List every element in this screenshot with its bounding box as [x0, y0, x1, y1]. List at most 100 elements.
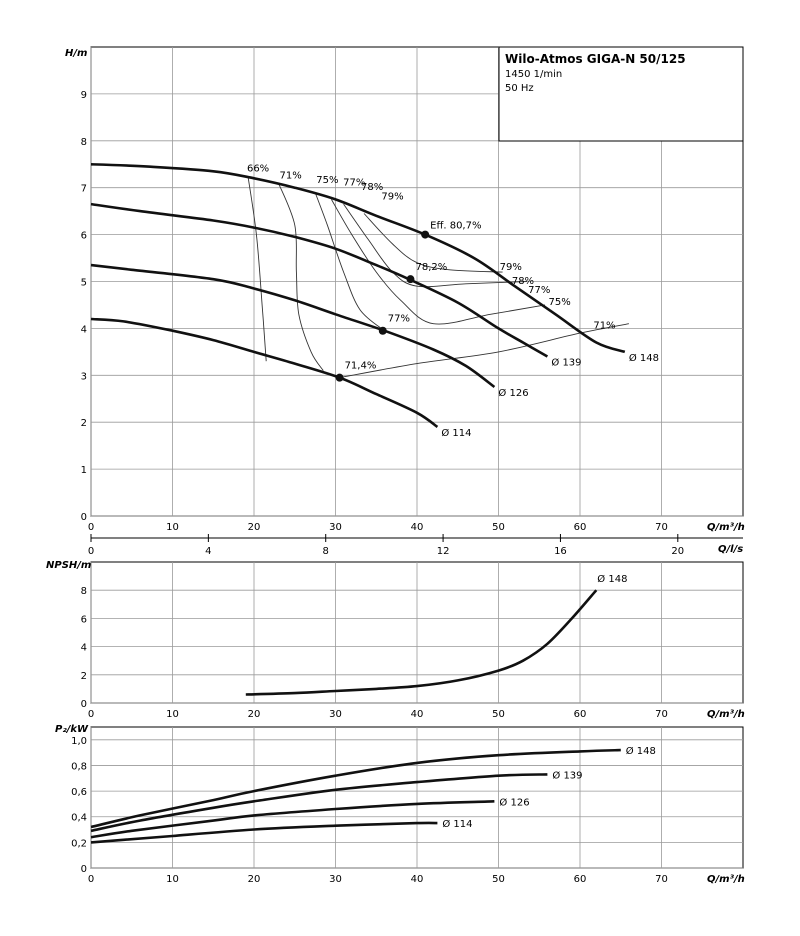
- y-tick-label: 4: [81, 643, 87, 654]
- efficiency-label: 71%: [593, 320, 615, 331]
- x-tick-label: 60: [574, 522, 587, 533]
- curve-layer: [90, 163, 626, 844]
- y-tick-label: 7: [81, 184, 87, 195]
- secondary-x-tick-label: 16: [554, 546, 567, 557]
- efficiency-label: 75%: [316, 175, 338, 186]
- x-tick-label: 20: [248, 709, 261, 720]
- x-tick-label: 30: [329, 522, 342, 533]
- chart-title: Wilo-Atmos GIGA-N 50/125: [505, 52, 686, 66]
- efficiency-isoline: [247, 178, 267, 362]
- power-curve: [90, 748, 621, 829]
- power-diameter-label: Ø 126: [499, 796, 529, 808]
- x-tick-label: 10: [166, 874, 179, 885]
- best-efficiency-point: [421, 230, 430, 239]
- efficiency-label: 79%: [381, 191, 403, 202]
- diameter-label: Ø 139: [551, 357, 581, 369]
- power-diameter-label: Ø 139: [552, 769, 582, 781]
- y-tick-label: 0: [81, 864, 87, 875]
- x-tick-label: 50: [492, 522, 505, 533]
- efficiency-label: 77%: [343, 177, 365, 188]
- x-tick-label: 70: [655, 709, 668, 720]
- power-diameter-label: Ø 148: [626, 745, 656, 757]
- grid-layer: [90, 46, 744, 869]
- x-tick-label: 0: [88, 709, 94, 720]
- head-curve: [90, 317, 439, 428]
- x-tick-label: 30: [329, 874, 342, 885]
- x-tick-label: 70: [655, 522, 668, 533]
- head-y-axis-label: H/m: [65, 48, 87, 59]
- y-tick-label: 8: [81, 137, 87, 148]
- x-tick-label: 20: [248, 522, 261, 533]
- y-tick-label: 3: [81, 371, 87, 382]
- speed-label: 1450 1/min: [505, 69, 562, 80]
- efficiency-label: 75%: [549, 297, 571, 308]
- best-efficiency-point: [378, 326, 387, 335]
- efficiency-isoline: [277, 182, 324, 371]
- y-tick-label: 2: [81, 671, 87, 682]
- x-tick-label: 40: [411, 874, 424, 885]
- efficiency-label: 66%: [247, 163, 269, 174]
- secondary-x-tick-label: 20: [671, 546, 684, 557]
- x-tick-label: 60: [574, 709, 587, 720]
- y-tick-label: 1,0: [71, 736, 87, 747]
- x-tick-label: 10: [166, 709, 179, 720]
- x-tick-label: 20: [248, 874, 261, 885]
- best-efficiency-label: 77%: [388, 314, 410, 325]
- efficiency-label: 77%: [528, 285, 550, 296]
- efficiency-isoline: [314, 192, 385, 332]
- head-curve: [90, 202, 549, 358]
- x-tick-label: 60: [574, 874, 587, 885]
- x-tick-label: 0: [88, 874, 94, 885]
- title-box: Wilo-Atmos GIGA-N 50/125 1450 1/min 50 H…: [498, 46, 744, 142]
- efficiency-isoline: [331, 199, 546, 325]
- y-tick-label: 0,6: [71, 787, 87, 798]
- y-tick-label: 2: [81, 418, 87, 429]
- secondary-x-tick-label: 0: [88, 546, 94, 557]
- power-curve: [90, 800, 495, 839]
- x-tick-label: 70: [655, 874, 668, 885]
- efficiency-isoline: [339, 323, 629, 379]
- power-curve: [90, 773, 548, 833]
- x-tick-label: 10: [166, 522, 179, 533]
- efficiency-isoline: [343, 203, 528, 288]
- x-tick-label: 30: [329, 709, 342, 720]
- secondary-x-tick-label: 4: [205, 546, 211, 557]
- secondary-x-tick-label: 8: [323, 546, 329, 557]
- y-tick-label: 0: [81, 699, 87, 710]
- npsh-y-axis-label: NPSH/m: [46, 560, 91, 571]
- y-tick-label: 0,2: [71, 838, 87, 849]
- efficiency-label: 79%: [500, 262, 522, 273]
- y-tick-label: 6: [81, 231, 87, 242]
- best-efficiency-label: 78,2%: [415, 262, 447, 273]
- power-x-axis-label: Q/m³/h: [707, 874, 745, 885]
- npsh-x-axis-label: Q/m³/h: [707, 709, 745, 720]
- diameter-label: Ø 114: [441, 427, 471, 439]
- best-efficiency-label: 71,4%: [345, 361, 377, 372]
- x-tick-label: 40: [411, 709, 424, 720]
- y-tick-label: 0: [81, 512, 87, 523]
- y-tick-label: 8: [81, 586, 87, 597]
- x-tick-label: 50: [492, 709, 505, 720]
- y-tick-label: 0,4: [71, 813, 87, 824]
- y-tick-label: 0,8: [71, 761, 87, 772]
- best-efficiency-label: Eff. 80,7%: [430, 221, 481, 232]
- head-curve: [90, 263, 496, 389]
- head-curve: [90, 163, 626, 354]
- y-tick-label: 9: [81, 90, 87, 101]
- diameter-label: Ø 148: [629, 352, 659, 364]
- best-efficiency-point: [335, 373, 344, 382]
- frequency-label: 50 Hz: [505, 83, 534, 94]
- x-tick-label: 50: [492, 874, 505, 885]
- secondary-x-tick-label: 12: [437, 546, 450, 557]
- efficiency-label: 78%: [512, 276, 534, 287]
- y-tick-label: 5: [81, 278, 87, 289]
- efficiency-label: 78%: [361, 182, 383, 193]
- efficiency-isoline: [363, 213, 503, 273]
- x-tick-label: 0: [88, 522, 94, 533]
- x-tick-label: 40: [411, 522, 424, 533]
- efficiency-label: 71%: [280, 170, 302, 181]
- efficiency-isolines: [247, 178, 629, 379]
- y-tick-label: 6: [81, 614, 87, 625]
